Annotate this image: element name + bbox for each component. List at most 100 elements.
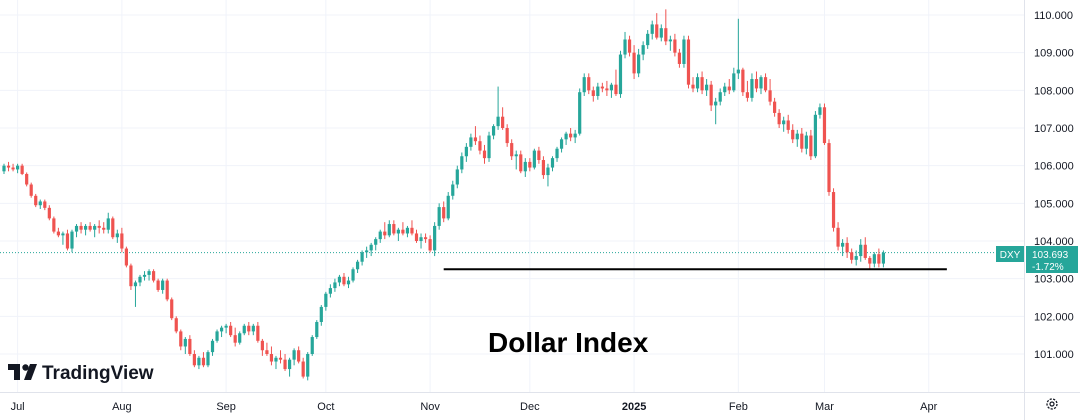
candle[interactable] bbox=[745, 80, 750, 102]
candle[interactable] bbox=[111, 216, 115, 240]
candle[interactable] bbox=[342, 273, 346, 287]
candle[interactable] bbox=[192, 350, 196, 368]
candle[interactable] bbox=[473, 126, 478, 145]
candle[interactable] bbox=[401, 222, 405, 236]
candle[interactable] bbox=[809, 129, 813, 161]
candle[interactable] bbox=[88, 222, 92, 232]
candle[interactable] bbox=[736, 18, 740, 80]
candle[interactable] bbox=[25, 172, 29, 187]
candle[interactable] bbox=[813, 111, 818, 159]
candle[interactable] bbox=[306, 352, 310, 381]
candle[interactable] bbox=[83, 224, 88, 236]
candle[interactable] bbox=[695, 73, 700, 93]
candle[interactable] bbox=[872, 252, 876, 268]
candle[interactable] bbox=[609, 82, 614, 98]
candle[interactable] bbox=[219, 325, 224, 338]
candle[interactable] bbox=[795, 129, 799, 147]
candle[interactable] bbox=[881, 250, 886, 268]
candle[interactable] bbox=[437, 203, 441, 230]
candle[interactable] bbox=[383, 222, 387, 240]
candle[interactable] bbox=[351, 267, 355, 283]
candle[interactable] bbox=[868, 256, 872, 270]
candle[interactable] bbox=[446, 192, 450, 221]
candle[interactable] bbox=[283, 354, 287, 371]
candle[interactable] bbox=[677, 48, 682, 68]
candle[interactable] bbox=[297, 346, 301, 364]
candle[interactable] bbox=[97, 220, 101, 234]
candle[interactable] bbox=[392, 220, 396, 236]
candle[interactable] bbox=[120, 227, 124, 253]
candle[interactable] bbox=[61, 231, 65, 245]
candle[interactable] bbox=[174, 316, 178, 334]
candle[interactable] bbox=[605, 80, 609, 96]
candle[interactable] bbox=[623, 31, 627, 59]
candle[interactable] bbox=[369, 242, 373, 257]
candle[interactable] bbox=[514, 150, 518, 170]
candle[interactable] bbox=[346, 276, 351, 289]
candle[interactable] bbox=[487, 131, 491, 162]
candle[interactable] bbox=[510, 139, 514, 161]
candle[interactable] bbox=[15, 163, 20, 174]
candle[interactable] bbox=[818, 103, 822, 119]
candle[interactable] bbox=[47, 205, 51, 221]
candle[interactable] bbox=[442, 201, 446, 223]
candle[interactable] bbox=[233, 327, 237, 347]
candle[interactable] bbox=[242, 323, 246, 336]
candle[interactable] bbox=[106, 212, 110, 234]
candle[interactable] bbox=[74, 224, 79, 238]
candle[interactable] bbox=[355, 259, 360, 274]
candle[interactable] bbox=[260, 338, 264, 356]
candle[interactable] bbox=[564, 131, 568, 145]
candle[interactable] bbox=[115, 229, 119, 243]
candle[interactable] bbox=[859, 239, 863, 262]
candle[interactable] bbox=[768, 79, 772, 106]
candle[interactable] bbox=[229, 321, 233, 338]
candle[interactable] bbox=[419, 233, 423, 249]
candle[interactable] bbox=[428, 235, 432, 253]
candle[interactable] bbox=[800, 128, 804, 153]
candle[interactable] bbox=[142, 271, 147, 281]
candle[interactable] bbox=[591, 86, 595, 102]
candle[interactable] bbox=[532, 148, 536, 170]
candle[interactable] bbox=[151, 269, 156, 283]
candle[interactable] bbox=[827, 139, 831, 196]
candle[interactable] bbox=[423, 233, 428, 243]
candle[interactable] bbox=[727, 79, 731, 95]
candle[interactable] bbox=[93, 224, 97, 238]
candle[interactable] bbox=[519, 150, 523, 174]
candle[interactable] bbox=[686, 35, 691, 89]
candle[interactable] bbox=[215, 329, 219, 343]
candle[interactable] bbox=[138, 274, 142, 287]
candle[interactable] bbox=[70, 229, 74, 253]
candle[interactable] bbox=[714, 97, 718, 125]
candle[interactable] bbox=[161, 278, 165, 294]
candle[interactable] bbox=[315, 320, 319, 339]
candle[interactable] bbox=[850, 248, 854, 264]
candle[interactable] bbox=[491, 124, 496, 140]
candle[interactable] bbox=[6, 161, 11, 172]
candle[interactable] bbox=[646, 30, 650, 49]
candle[interactable] bbox=[822, 103, 827, 145]
candle[interactable] bbox=[65, 229, 70, 251]
candle[interactable] bbox=[197, 355, 201, 370]
candle[interactable] bbox=[863, 237, 867, 260]
candle[interactable] bbox=[578, 88, 582, 136]
candle[interactable] bbox=[659, 24, 663, 42]
candle[interactable] bbox=[596, 82, 600, 100]
candle[interactable] bbox=[546, 163, 550, 187]
candle[interactable] bbox=[433, 222, 437, 257]
candle[interactable] bbox=[691, 77, 695, 93]
candle[interactable] bbox=[301, 357, 305, 379]
candle[interactable] bbox=[478, 135, 482, 155]
candle[interactable] bbox=[79, 222, 83, 234]
candle[interactable] bbox=[641, 41, 645, 61]
candle[interactable] bbox=[854, 250, 858, 266]
candle[interactable] bbox=[782, 116, 786, 132]
candle[interactable] bbox=[469, 133, 473, 151]
candle[interactable] bbox=[614, 69, 618, 96]
candle[interactable] bbox=[147, 269, 151, 281]
candle[interactable] bbox=[374, 237, 378, 251]
candle[interactable] bbox=[845, 237, 849, 258]
candle[interactable] bbox=[206, 350, 210, 368]
candle[interactable] bbox=[501, 107, 505, 130]
